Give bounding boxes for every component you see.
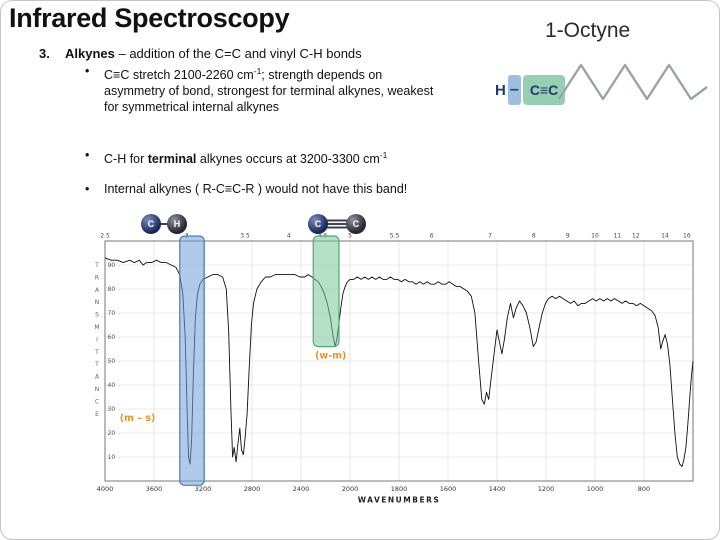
triple-bond-line bbox=[326, 223, 350, 225]
y-axis-title-letter: T bbox=[94, 361, 99, 368]
y-axis-title-letter: E bbox=[95, 411, 99, 418]
list-item-number: 3. bbox=[39, 46, 50, 61]
ch-bond-highlight: – bbox=[507, 75, 521, 105]
x-tick-label: 1600 bbox=[440, 485, 457, 493]
highlight-band-terminal-ch-stretch bbox=[179, 235, 205, 486]
carbon-atom: C bbox=[346, 214, 366, 234]
bullet-marker: • bbox=[85, 64, 90, 78]
y-tick-label: 60 bbox=[108, 334, 116, 341]
cc-triple-highlight: C≡C bbox=[522, 75, 566, 105]
superscript: -1 bbox=[379, 150, 388, 160]
micron-tick-label: 12 bbox=[632, 233, 640, 240]
bullet-text-part: C≡C stretch 2100-2260 cm bbox=[104, 68, 254, 83]
slide-title: Infrared Spectroscopy bbox=[9, 3, 290, 33]
micron-tick-label: 10 bbox=[591, 233, 599, 240]
y-tick-label: 20 bbox=[108, 430, 116, 437]
y-axis-title-letter: N bbox=[95, 299, 100, 306]
bullet-text-part: ; strength depends on asymmetry of bond,… bbox=[104, 68, 434, 115]
bullet-text: C≡C stretch 2100-2260 cm-1; strength dep… bbox=[104, 63, 437, 115]
y-axis-title-letter: M bbox=[94, 324, 99, 331]
y-tick-label: 70 bbox=[108, 310, 116, 317]
y-axis-title-letter: I bbox=[96, 336, 98, 343]
carbon-atom: C bbox=[141, 214, 161, 234]
bullet-terminal-ch: • C-H for terminal alkynes occurs at 320… bbox=[85, 147, 515, 167]
micron-tick-label: 7 bbox=[488, 233, 492, 240]
x-tick-label: 1000 bbox=[587, 485, 604, 493]
bullet-text-emphasis: terminal bbox=[147, 152, 197, 167]
x-tick-label: 3600 bbox=[146, 485, 163, 493]
y-axis-title-letter: A bbox=[95, 287, 100, 294]
molecule-cc-model: C C bbox=[308, 213, 366, 235]
bullet-cc-stretch: • C≡C stretch 2100-2260 cm-1; strength d… bbox=[85, 63, 437, 115]
x-tick-label: 2800 bbox=[244, 485, 261, 493]
micron-tick-label: 5 bbox=[348, 233, 352, 240]
band-label-cc-triple-stretch: (w-m) bbox=[315, 351, 346, 362]
x-tick-label: 3200 bbox=[195, 485, 212, 493]
micron-tick-label: 4 bbox=[287, 233, 291, 240]
x-tick-label: 4000 bbox=[97, 485, 114, 493]
y-axis-title-letter: C bbox=[95, 398, 99, 405]
highlight-band-cc-triple-stretch bbox=[312, 235, 340, 348]
x-axis-title: WAVENUMBERS bbox=[358, 496, 441, 505]
x-tick-label: 800 bbox=[638, 485, 650, 493]
y-axis-title-letter: S bbox=[95, 312, 99, 319]
ir-spectrum-trace bbox=[104, 257, 694, 468]
heading-rest-text: – addition of the C=C and vinyl C-H bond… bbox=[114, 46, 362, 61]
micron-tick-label: 16 bbox=[683, 233, 691, 240]
ir-spectrum-chart: 90 80 70 60 50 40 30 20 10 4000 3600 3200 2800 2400 20… bbox=[94, 233, 694, 505]
y-tick-label: 80 bbox=[108, 286, 116, 293]
band-label-terminal-ch-stretch: (m – s) bbox=[120, 413, 156, 424]
y-axis-title-letter: T bbox=[94, 262, 99, 269]
octyne-skeletal-structure bbox=[557, 63, 708, 101]
bullet-text-part: C-H for bbox=[104, 152, 148, 167]
y-axis-title-letter: R bbox=[95, 274, 99, 281]
x-tick-label: 2000 bbox=[342, 485, 359, 493]
y-axis-title-letter: A bbox=[95, 374, 100, 381]
y-tick-label: 90 bbox=[108, 262, 116, 269]
heading-bold-text: Alkynes bbox=[65, 46, 115, 61]
bullet-text: C-H for terminal alkynes occurs at 3200-… bbox=[104, 147, 387, 167]
y-tick-label: 50 bbox=[108, 358, 116, 365]
micron-tick-label: 8 bbox=[532, 233, 536, 240]
micron-tick-label: 2.5 bbox=[100, 233, 110, 240]
y-tick-label: 40 bbox=[108, 382, 116, 389]
molecule-name-label: 1-Octyne bbox=[545, 19, 631, 42]
molecule-ch-model: C H bbox=[141, 213, 187, 235]
carbon-chain-zigzag bbox=[557, 63, 708, 101]
hcc-structure-fragment: H – C≡C bbox=[495, 74, 566, 106]
micron-tick-label: 5.5 bbox=[390, 233, 400, 240]
x-tick-label: 1400 bbox=[489, 485, 506, 493]
superscript: -1 bbox=[253, 66, 262, 76]
micron-tick-label: 11 bbox=[613, 233, 621, 240]
micron-tick-label: 6 bbox=[430, 233, 434, 240]
x-tick-label: 2400 bbox=[293, 485, 310, 493]
micron-tick-label: 9 bbox=[566, 233, 570, 240]
hydrogen-atom: H bbox=[167, 214, 187, 234]
bullet-marker: • bbox=[85, 148, 90, 162]
x-tick-label: 1800 bbox=[391, 485, 408, 493]
x-tick-label: 1200 bbox=[538, 485, 555, 493]
carbon-atom: C bbox=[308, 214, 328, 234]
alkynes-heading: Alkynes – addition of the C=C and vinyl … bbox=[65, 46, 495, 62]
y-axis-title-letter: N bbox=[95, 386, 100, 393]
bullet-marker: • bbox=[85, 182, 90, 196]
single-bond-line bbox=[157, 223, 173, 225]
y-axis-title-letter: T bbox=[94, 349, 99, 356]
bullet-text-part: alkynes occurs at 3200-3300 cm bbox=[196, 152, 380, 167]
bullet-text: Internal alkynes ( R-C≡C-R ) would not h… bbox=[104, 182, 408, 196]
y-tick-label: 10 bbox=[108, 454, 116, 461]
micron-tick-label: 14 bbox=[661, 233, 669, 240]
bullet-internal-alkynes: • Internal alkynes ( R-C≡C-R ) would not… bbox=[85, 181, 525, 197]
hydrogen-label: H bbox=[495, 81, 506, 99]
y-tick-label: 30 bbox=[108, 406, 116, 413]
micron-tick-label: 3.5 bbox=[240, 233, 250, 240]
